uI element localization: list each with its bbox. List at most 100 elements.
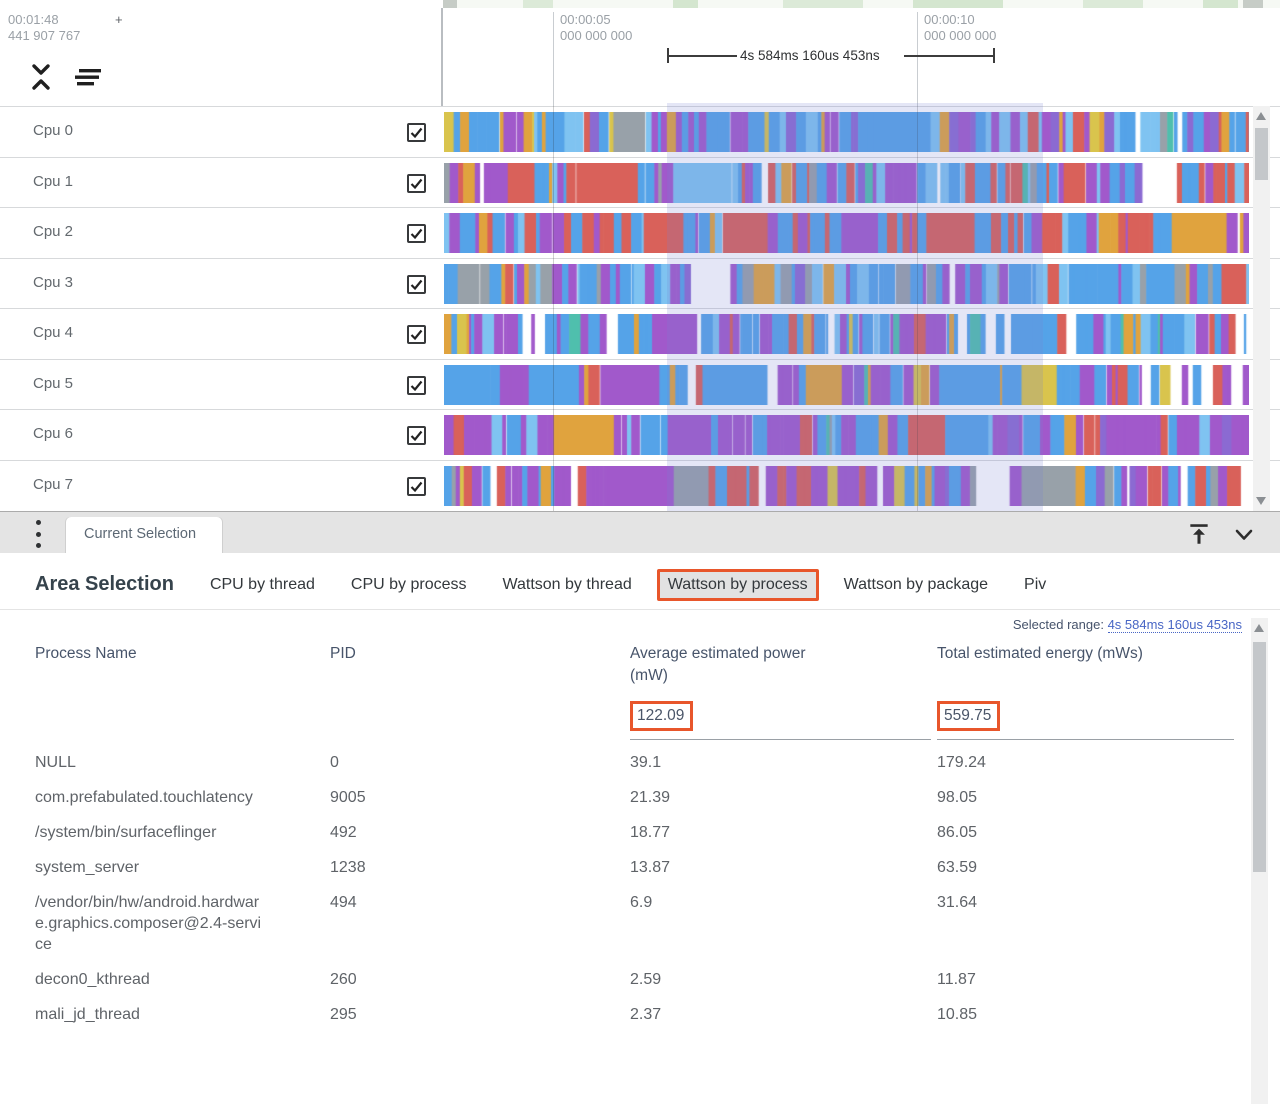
collapse-panel-chevron-icon[interactable] [1232, 523, 1256, 552]
table-row: com.prefabulated.touchlatency 9005 21.39… [35, 780, 1240, 815]
track-checkbox[interactable] [407, 224, 426, 243]
track-row-cpu7[interactable]: Cpu 7 [0, 459, 1280, 511]
expand-panel-icon[interactable] [1186, 521, 1212, 552]
col-header-pid: PID [330, 645, 356, 662]
cell-process-name: NULL [35, 754, 76, 771]
table-totals-row: 122.09 559.75 [35, 687, 1240, 740]
area-selection-overlay[interactable] [667, 103, 1043, 511]
table-header-row: Process Name PID Average estimated power… [35, 610, 1240, 687]
collapse-tracks-icon[interactable] [28, 62, 54, 92]
selection-span-label: 4s 584ms 160us 453ns [740, 48, 880, 63]
cpu-track-slices[interactable] [444, 314, 1249, 354]
cpu-track-slices[interactable] [444, 213, 1249, 253]
cell-pid: 260 [330, 971, 357, 988]
cpu-track-slices[interactable] [444, 364, 1249, 405]
timeline-pane: 00:01:48 441 907 767 + 00:00:05 000 000 … [0, 0, 1280, 511]
panel-resize-handle[interactable] [441, 8, 443, 106]
track-checkbox[interactable] [407, 123, 426, 142]
track-row-cpu2[interactable]: Cpu 2 [0, 207, 1280, 258]
cell-pid: 494 [330, 894, 357, 911]
details-scrollbar-thumb[interactable] [1253, 642, 1266, 872]
track-row-cpu4[interactable]: Cpu 4 [0, 308, 1280, 359]
time-gridline [917, 12, 918, 106]
time-tick-label: 00:00:10 000 000 000 [924, 12, 997, 43]
wattson-by-process-view: Selected range: 4s 584ms 160us 453ns Pro… [0, 610, 1280, 1104]
track-label: Cpu 7 [33, 475, 74, 493]
time-gridline [553, 12, 554, 106]
cell-process-name: decon0_kthread [35, 971, 150, 988]
cell-pid: 492 [330, 824, 357, 841]
cell-power: 39.1 [630, 754, 662, 771]
timeline-origin-plus: + [115, 12, 123, 27]
cell-power: 2.59 [630, 971, 662, 988]
scroll-up-icon[interactable] [1254, 624, 1264, 632]
track-row-cpu6[interactable]: Cpu 6 [0, 409, 1280, 460]
tab-current-selection[interactable]: Current Selection [66, 517, 223, 554]
total-energy-highlight: 559.75 [937, 701, 1001, 731]
col-header-process-name: Process Name [35, 645, 137, 662]
drag-handle-icon[interactable] [34, 520, 42, 548]
cell-pid: 295 [330, 1006, 357, 1023]
tab-wattson-by-thread[interactable]: Wattson by thread [502, 575, 632, 593]
cell-power: 18.77 [630, 824, 671, 841]
track-checkbox[interactable] [407, 173, 426, 193]
table-row: /vendor/bin/hw/android.hardware.graphics… [35, 885, 1240, 962]
track-checkbox[interactable] [407, 325, 426, 344]
cell-power: 2.37 [630, 1006, 662, 1023]
selected-range: Selected range: 4s 584ms 160us 453ns [1012, 617, 1242, 633]
tab-cpu-by-thread[interactable]: CPU by thread [209, 575, 315, 593]
area-selection-tabs: Area Selection CPU by thread CPU by proc… [0, 553, 1280, 610]
cpu-tracks-area: Cpu 0 Cpu 1 Cpu 2 Cpu 3 Cpu 4 Cpu 5 [0, 103, 1280, 511]
cpu-track-slices[interactable] [444, 263, 1249, 304]
track-label: Cpu 1 [33, 172, 74, 190]
col-header-avg-power: Average estimated power (mW) [630, 645, 806, 684]
scroll-down-icon[interactable] [1256, 497, 1266, 505]
details-tab-bar: Current Selection [0, 511, 1280, 554]
selection-span-ruler: 4s 584ms 160us 453ns [0, 8, 1280, 106]
details-scrollbar[interactable] [1251, 618, 1268, 1104]
cpu-track-slices[interactable] [444, 112, 1249, 152]
tab-cpu-by-process[interactable]: CPU by process [350, 575, 467, 593]
cell-energy: 179.24 [937, 754, 986, 771]
track-checkbox[interactable] [407, 274, 426, 294]
cell-energy: 86.05 [937, 824, 978, 841]
timeline-scrollbar[interactable] [1253, 106, 1270, 511]
track-checkbox[interactable] [407, 426, 426, 445]
selected-range-link[interactable]: 4s 584ms 160us 453ns [1107, 617, 1242, 633]
cpu-track-slices[interactable] [444, 162, 1249, 203]
cell-energy: 11.87 [937, 971, 976, 988]
table-row: NULL 0 39.1 179.24 [35, 740, 1240, 780]
cell-process-name: /vendor/bin/hw/android.hardware.graphics… [35, 894, 262, 953]
tab-pivot-truncated[interactable]: Piv [1024, 575, 1047, 593]
cell-pid: 9005 [330, 789, 366, 806]
track-row-cpu0[interactable]: Cpu 0 [0, 106, 1280, 157]
track-checkbox[interactable] [407, 375, 426, 395]
track-checkbox[interactable] [407, 476, 426, 496]
process-power-table: Process Name PID Average estimated power… [35, 610, 1240, 1032]
tab-wattson-by-package[interactable]: Wattson by package [843, 575, 989, 593]
timeline-minimap[interactable] [443, 0, 1280, 8]
cpu-track-slices[interactable] [444, 465, 1249, 506]
track-label: Cpu 6 [33, 425, 74, 442]
cell-energy: 10.85 [937, 1006, 978, 1023]
scroll-up-icon[interactable] [1256, 112, 1266, 120]
track-row-cpu1[interactable]: Cpu 1 [0, 156, 1280, 208]
cell-energy: 31.64 [937, 894, 978, 911]
table-row: /system/bin/surfaceflinger 492 18.77 86.… [35, 815, 1240, 850]
cpu-track-slices[interactable] [444, 415, 1249, 455]
track-row-cpu3[interactable]: Cpu 3 [0, 257, 1280, 309]
flatten-tracks-icon[interactable] [72, 62, 101, 92]
track-row-cpu5[interactable]: Cpu 5 [0, 358, 1280, 410]
cell-process-name: mali_jd_thread [35, 1006, 140, 1023]
track-label: Cpu 0 [33, 122, 74, 139]
timeline-scrollbar-thumb[interactable] [1255, 128, 1268, 180]
track-label: Cpu 4 [33, 324, 74, 341]
cell-process-name: /system/bin/surfaceflinger [35, 824, 217, 841]
track-label: Cpu 2 [33, 223, 74, 240]
table-row: decon0_kthread 260 2.59 11.87 [35, 962, 1240, 997]
cell-power: 21.39 [630, 789, 671, 806]
area-selection-heading: Area Selection [35, 573, 174, 595]
tab-wattson-by-process[interactable]: Wattson by process [656, 568, 819, 601]
track-label: Cpu 3 [33, 273, 74, 291]
cell-pid: 1238 [330, 859, 366, 876]
